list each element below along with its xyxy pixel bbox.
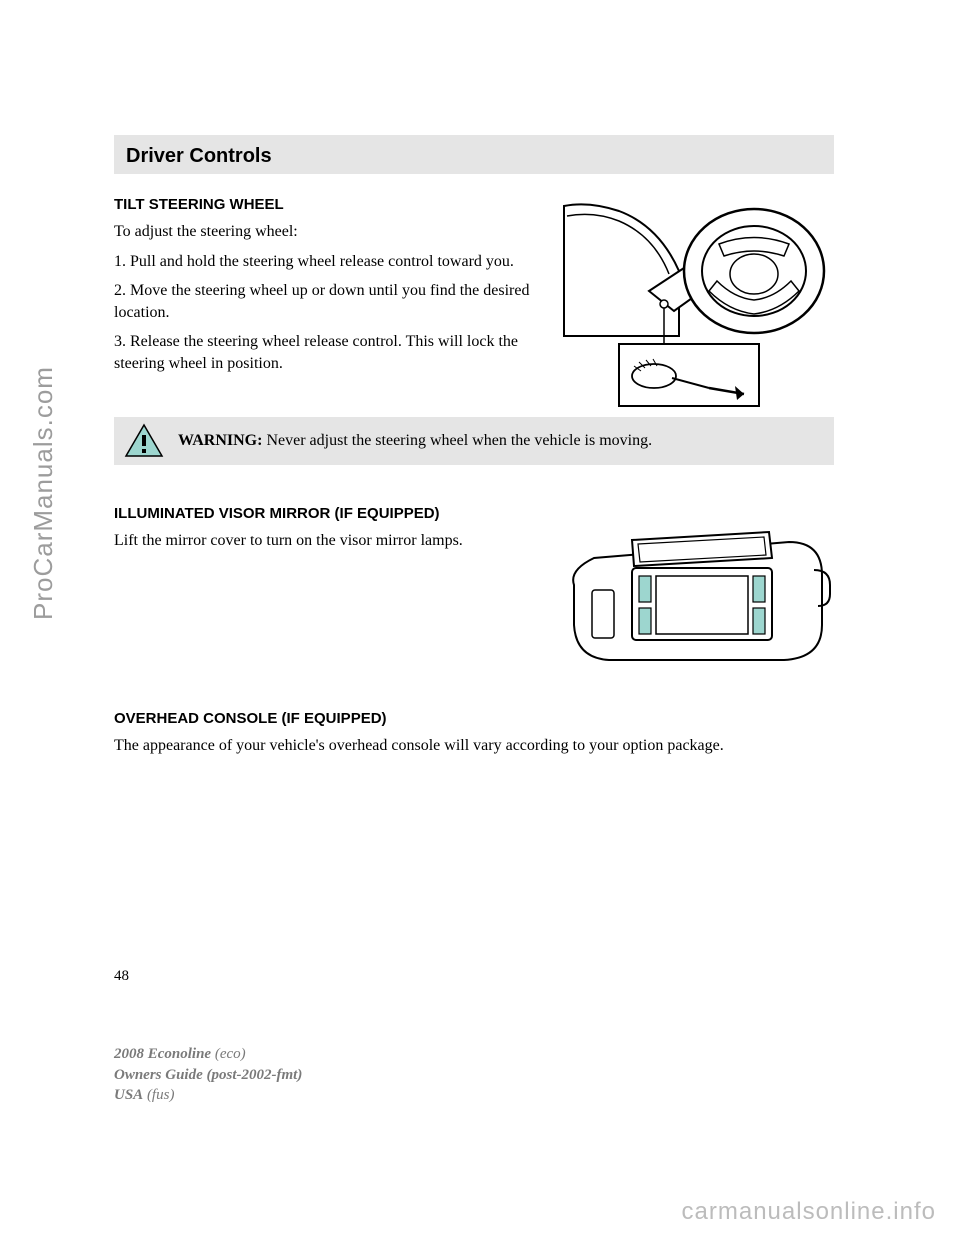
warning-text: WARNING: Never adjust the steering wheel… (178, 431, 652, 452)
tilt-step-3: 3. Release the steering wheel release co… (114, 331, 538, 374)
tilt-text-column: TILT STEERING WHEEL To adjust the steeri… (114, 196, 538, 411)
footer-line-3: USA (fus) (114, 1085, 302, 1105)
warning-message: Never adjust the steering wheel when the… (262, 432, 652, 449)
tilt-intro: To adjust the steering wheel: (114, 221, 538, 243)
footer-code-1: (eco) (211, 1046, 246, 1062)
overhead-text: The appearance of your vehicle's overhea… (114, 735, 834, 757)
warning-icon (124, 423, 164, 459)
visor-text: Lift the mirror cover to turn on the vis… (114, 530, 538, 552)
side-watermark: ProCarManuals.com (28, 366, 59, 620)
page-content: Driver Controls TILT STEERING WHEEL To a… (114, 135, 834, 1105)
section-header-title: Driver Controls (126, 145, 822, 168)
bottom-watermark: carmanualsonline.info (682, 1198, 936, 1226)
overhead-heading: OVERHEAD CONSOLE (IF EQUIPPED) (114, 710, 834, 727)
footer: 2008 Econoline (eco) Owners Guide (post-… (114, 1044, 302, 1105)
footer-region: USA (114, 1087, 143, 1103)
tilt-section: TILT STEERING WHEEL To adjust the steeri… (114, 196, 834, 411)
warning-box: WARNING: Never adjust the steering wheel… (114, 417, 834, 465)
tilt-step-1: 1. Pull and hold the steering wheel rele… (114, 251, 538, 273)
warning-label: WARNING: (178, 432, 262, 449)
section-header: Driver Controls (114, 135, 834, 174)
steering-wheel-illustration (554, 196, 834, 411)
visor-text-column: Lift the mirror cover to turn on the vis… (114, 530, 538, 680)
visor-section: Lift the mirror cover to turn on the vis… (114, 530, 834, 680)
footer-model: 2008 Econoline (114, 1046, 211, 1062)
page-number: 48 (114, 968, 129, 985)
footer-code-3: (fus) (143, 1087, 174, 1103)
visor-illustration (554, 530, 834, 680)
footer-line-2: Owners Guide (post-2002-fmt) (114, 1065, 302, 1085)
footer-line-1: 2008 Econoline (eco) (114, 1044, 302, 1064)
visor-heading: ILLUMINATED VISOR MIRROR (IF EQUIPPED) (114, 505, 834, 522)
tilt-step-2: 2. Move the steering wheel up or down un… (114, 280, 538, 323)
tilt-heading: TILT STEERING WHEEL (114, 196, 538, 213)
